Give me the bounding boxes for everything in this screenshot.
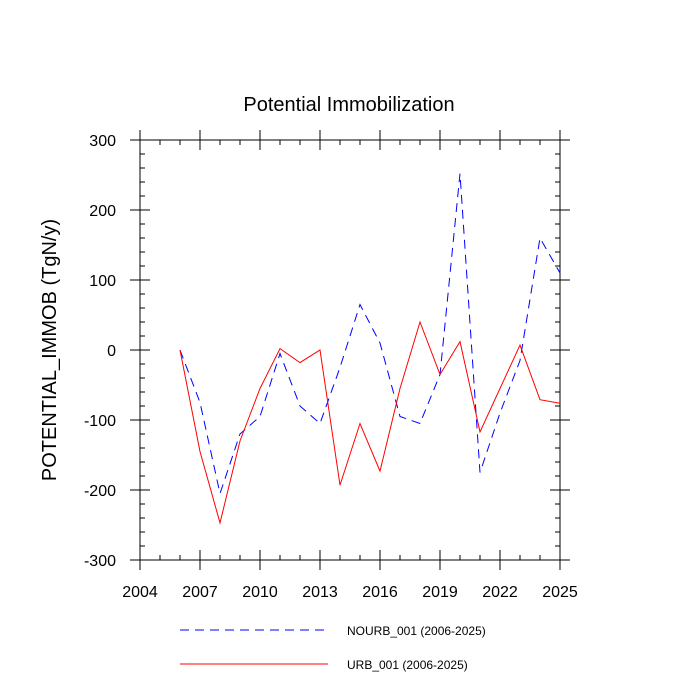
data-point	[239, 433, 242, 436]
data-point	[559, 402, 562, 405]
data-point	[199, 401, 202, 404]
data-point	[559, 272, 562, 275]
x-tick-label: 2004	[122, 584, 158, 601]
data-point	[199, 450, 202, 453]
data-point	[459, 172, 462, 175]
y-tick-label: 300	[89, 133, 116, 150]
data-point	[219, 492, 222, 495]
data-point	[539, 237, 542, 240]
series-layer	[179, 172, 562, 525]
plot-frame	[139, 139, 561, 561]
data-point	[359, 303, 362, 306]
data-point	[339, 366, 342, 369]
data-point	[299, 405, 302, 408]
y-tick-label: 100	[89, 273, 116, 290]
data-point	[519, 344, 522, 347]
data-point	[279, 352, 282, 355]
data-point	[179, 349, 182, 352]
x-tick-label: 2010	[242, 584, 278, 601]
x-axis: 2004 2007 2010 2013 2016 2019 2022 2025	[122, 130, 578, 601]
data-point	[379, 342, 382, 345]
data-point	[259, 387, 262, 390]
data-point	[239, 440, 242, 443]
series-line-urb_001	[179, 320, 561, 525]
chart-title: Potential Immobilization	[243, 94, 454, 116]
y-tick-label: -300	[84, 553, 116, 570]
data-point	[499, 387, 502, 390]
legend-label: URB_001 (2006-2025)	[347, 658, 468, 672]
y-tick-label: -200	[84, 483, 116, 500]
data-point	[339, 484, 342, 487]
data-point	[459, 340, 462, 343]
data-point	[399, 387, 402, 390]
data-point	[219, 521, 222, 524]
data-point	[279, 347, 282, 350]
x-tick-label: 2016	[362, 584, 398, 601]
x-tick-label: 2019	[422, 584, 458, 601]
data-point	[439, 373, 442, 376]
x-tick-label: 2013	[302, 584, 338, 601]
x-tick-label: 2022	[482, 584, 518, 601]
data-point	[359, 422, 362, 425]
data-point	[539, 398, 542, 401]
y-tick-label: 0	[107, 343, 116, 360]
legend-label: NOURB_001 (2006-2025)	[347, 624, 486, 638]
data-point	[419, 321, 422, 324]
y-axis-label: POTENTIAL_IMMOB (TgN/y)	[39, 219, 61, 481]
data-point	[259, 415, 262, 418]
data-point	[499, 412, 502, 415]
x-tick-label: 2025	[542, 584, 578, 601]
minor-ticks	[139, 139, 561, 561]
data-point	[319, 349, 322, 352]
data-point	[399, 415, 402, 418]
y-axis: -300 -200 -100 0 100 200 300	[84, 133, 570, 570]
legend: NOURB_001 (2006-2025) URB_001 (2006-2025)	[180, 624, 486, 672]
data-point	[479, 430, 482, 433]
x-tick-label: 2007	[182, 584, 218, 601]
data-point	[419, 422, 422, 425]
data-point	[479, 471, 482, 474]
y-tick-label: -100	[84, 413, 116, 430]
data-point	[319, 422, 322, 425]
y-tick-label: 200	[89, 203, 116, 220]
series-line-nourb_001	[179, 173, 561, 496]
data-point	[379, 470, 382, 473]
data-point	[299, 361, 302, 364]
data-point	[519, 359, 522, 362]
